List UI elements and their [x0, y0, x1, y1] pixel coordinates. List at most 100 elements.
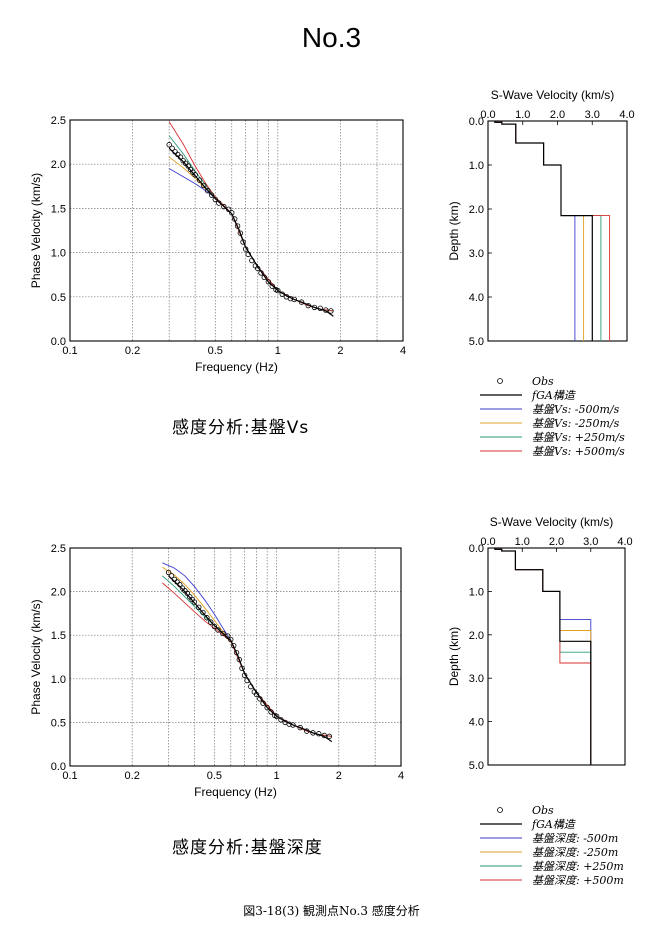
- series-line: [168, 168, 334, 312]
- obs-point: [212, 196, 218, 203]
- series-line: [168, 575, 333, 743]
- subtitle-basement-depth: 感度分析:基盤深度: [172, 838, 323, 858]
- obs-point: [221, 203, 227, 210]
- y-tick-label: 2.0: [51, 587, 66, 599]
- x-tick-label: 3.0: [585, 109, 600, 121]
- obs-point: [328, 308, 334, 314]
- obs-point: [166, 142, 172, 148]
- profile-line: [494, 121, 602, 341]
- obs-point: [273, 713, 280, 719]
- series-line: [162, 575, 332, 737]
- x-tick-label: 4: [400, 345, 406, 357]
- series-line: [168, 147, 334, 317]
- legend-label: 基盤Vs: -250m/s: [532, 417, 620, 430]
- obs-point: [298, 299, 305, 305]
- obs-point: [297, 724, 303, 731]
- y-tick-label: 2.0: [469, 204, 484, 216]
- legend-label: fGA構造: [531, 818, 576, 831]
- obs-point: [201, 182, 207, 189]
- y-tick-label: 2.0: [51, 159, 66, 171]
- obs-point: [237, 230, 244, 236]
- y-axis-label: Depth (km): [447, 627, 461, 686]
- y-tick-label: 0.5: [51, 717, 66, 729]
- legend-label: 基盤Vs: +500m/s: [532, 445, 625, 458]
- obs-point: [311, 304, 318, 311]
- x-tick-label: 2: [336, 770, 342, 782]
- obs-point: [290, 722, 296, 728]
- y-tick-label: 2.5: [51, 115, 66, 127]
- x-tick-label: 0.5: [207, 770, 222, 782]
- legend-label: 基盤Vs: +250m/s: [532, 431, 625, 444]
- y-tick-label: 4.0: [469, 717, 484, 729]
- y-tick-label: 1.5: [51, 630, 66, 642]
- x-tick-label: 1.0: [515, 536, 530, 548]
- obs-point: [200, 609, 206, 616]
- x-tick-label: 0.1: [62, 345, 77, 357]
- obs-point: [208, 619, 214, 625]
- y-tick-label: 0.0: [51, 761, 66, 773]
- y-tick-label: 2.5: [51, 543, 66, 555]
- x-tick-label: 4.0: [617, 536, 632, 548]
- obs-point: [215, 627, 221, 633]
- y-tick-label: 0.5: [51, 292, 66, 304]
- x-tick-label: 0.0: [480, 536, 495, 548]
- profile-title: S-Wave Velocity (km/s): [491, 88, 615, 102]
- profile-line: [494, 121, 576, 341]
- x-tick-label: 0.5: [208, 345, 223, 357]
- x-tick-label: 4: [398, 770, 404, 782]
- obs-point: [234, 223, 241, 229]
- obs-point: [165, 569, 172, 576]
- legend-marker-obs: [497, 378, 503, 384]
- obs-point: [211, 623, 218, 630]
- legend-label: 基盤深度: +500m: [532, 874, 624, 887]
- obs-point: [264, 704, 270, 711]
- y-tick-label: 3.0: [469, 248, 484, 260]
- obs-point: [196, 604, 202, 610]
- y-tick-label: 1.0: [51, 674, 66, 686]
- x-tick-label: 4.0: [619, 109, 634, 121]
- obs-point: [204, 615, 210, 621]
- obs-point: [205, 188, 211, 194]
- y-tick-label: 0.0: [51, 336, 66, 348]
- obs-point: [310, 730, 316, 736]
- x-tick-label: 0.1: [62, 770, 77, 782]
- y-tick-label: 3.0: [469, 673, 484, 685]
- legend-label: 基盤Vs: -500m/s: [532, 403, 620, 416]
- y-tick-label: 4.0: [469, 292, 484, 304]
- x-tick-label: 3.0: [583, 536, 598, 548]
- legend-label: 基盤深度: +250m: [532, 860, 624, 873]
- profile-line: [494, 121, 593, 341]
- series-line: [162, 566, 332, 737]
- x-tick-label: 2.0: [550, 109, 565, 121]
- y-tick-label: 5.0: [469, 336, 484, 348]
- legend-label: 基盤深度: -500m: [532, 832, 618, 845]
- y-tick-label: 1.5: [51, 203, 66, 215]
- y-axis-label: Phase Velocity (km/s): [29, 173, 43, 288]
- y-tick-label: 1.0: [51, 248, 66, 260]
- series-line: [168, 121, 334, 312]
- page-title: No.3: [301, 22, 362, 53]
- profile-line: [494, 121, 585, 341]
- obs-point: [228, 636, 234, 643]
- x-tick-label: 2.0: [549, 536, 564, 548]
- x-axis-label: Frequency (Hz): [195, 360, 278, 374]
- obs-point: [326, 733, 333, 740]
- profile-frame: [487, 547, 626, 766]
- legend-label: Obs: [532, 375, 554, 388]
- profile-title: S-Wave Velocity (km/s): [490, 515, 614, 529]
- legend-label: 基盤深度: -250m: [532, 846, 618, 859]
- obs-point: [191, 599, 198, 605]
- profile-frame: [487, 120, 628, 342]
- x-tick-label: 1: [274, 770, 280, 782]
- x-tick-label: 2: [337, 345, 343, 357]
- plot-frame: [69, 119, 404, 342]
- profile-line: [494, 548, 592, 765]
- y-tick-label: 0.0: [469, 116, 484, 128]
- obs-point: [216, 200, 222, 206]
- obs-point: [291, 296, 298, 303]
- obs-point: [236, 656, 243, 663]
- series-line: [162, 582, 332, 737]
- obs-point: [220, 630, 226, 637]
- y-axis-label: Depth (km): [447, 201, 461, 260]
